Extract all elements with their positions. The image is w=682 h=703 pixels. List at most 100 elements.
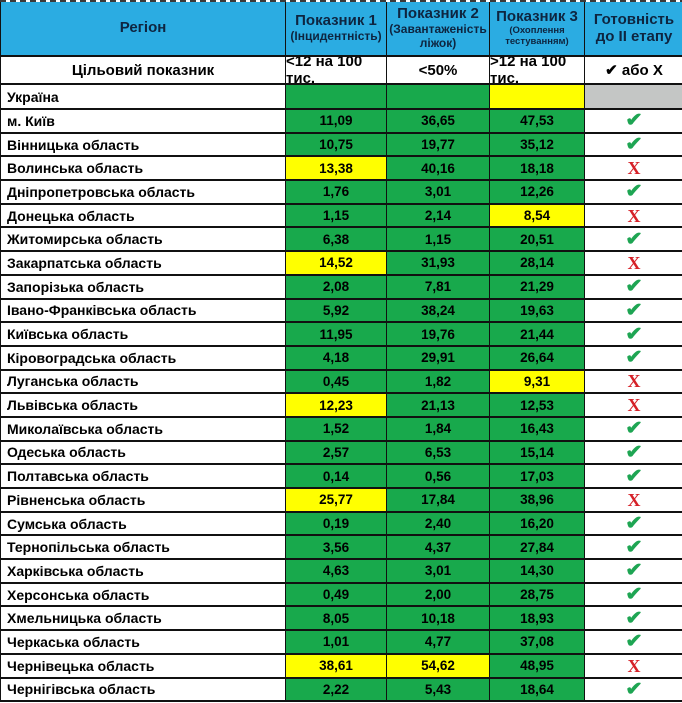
- readiness-status-cell[interactable]: ✔: [585, 275, 682, 298]
- readiness-status-cell[interactable]: ✔: [585, 346, 682, 369]
- indicator-value-cell[interactable]: 19,77: [387, 133, 490, 156]
- readiness-status-cell[interactable]: ✔: [585, 536, 682, 559]
- header-indicator2-cell[interactable]: Показник 2 (Завантаженість ліжок): [387, 1, 490, 55]
- indicator-value-cell[interactable]: 11,95: [286, 323, 387, 345]
- readiness-status-cell[interactable]: ✔: [585, 512, 682, 535]
- indicator-value-cell[interactable]: 15,14: [490, 441, 585, 464]
- indicator-value-cell[interactable]: 25,77: [286, 489, 387, 511]
- target-label-cell[interactable]: Цільовий показник: [1, 57, 286, 83]
- readiness-status-cell[interactable]: ✔: [585, 417, 682, 440]
- indicator-value-cell[interactable]: 54,62: [387, 654, 490, 677]
- readiness-status-cell[interactable]: ✔: [585, 299, 682, 322]
- indicator-value-cell[interactable]: 37,08: [490, 631, 585, 653]
- indicator-value-cell[interactable]: 9,31: [490, 370, 585, 393]
- readiness-status-cell[interactable]: X: [585, 394, 682, 416]
- readiness-status-cell[interactable]: ✔: [585, 583, 682, 606]
- readiness-status-cell[interactable]: ✔: [585, 465, 682, 487]
- target-indicator2-cell[interactable]: <50%: [387, 57, 490, 83]
- indicator-value-cell[interactable]: 26,64: [490, 346, 585, 369]
- indicator-value-cell[interactable]: 17,03: [490, 465, 585, 487]
- readiness-status-cell[interactable]: ✔: [585, 323, 682, 345]
- target-readiness-cell[interactable]: ✔ або Х: [585, 57, 682, 83]
- indicator-value-cell[interactable]: 1,76: [286, 181, 387, 203]
- readiness-status-cell[interactable]: ✔: [585, 560, 682, 582]
- indicator-value-cell[interactable]: 5,43: [387, 678, 490, 701]
- indicator-value-cell[interactable]: 19,76: [387, 323, 490, 345]
- indicator-value-cell[interactable]: 31,93: [387, 252, 490, 274]
- region-name-cell[interactable]: Київська область: [1, 323, 286, 345]
- indicator-value-cell[interactable]: 28,75: [490, 583, 585, 606]
- target-indicator1-cell[interactable]: <12 на 100 тис.: [286, 57, 387, 83]
- indicator-value-cell[interactable]: 16,43: [490, 417, 585, 440]
- indicator-value-cell[interactable]: 48,95: [490, 654, 585, 677]
- header-indicator3-cell[interactable]: Показник 3 (Охоплення тестуванням): [490, 1, 585, 55]
- indicator-value-cell[interactable]: 1,84: [387, 417, 490, 440]
- region-name-cell[interactable]: Дніпропетровська область: [1, 181, 286, 203]
- indicator-value-cell[interactable]: 0,56: [387, 465, 490, 487]
- indicator-value-cell[interactable]: 18,18: [490, 157, 585, 180]
- indicator-value-cell[interactable]: 1,15: [286, 204, 387, 227]
- indicator-value-cell[interactable]: 36,65: [387, 110, 490, 132]
- indicator-value-cell[interactable]: 27,84: [490, 536, 585, 559]
- region-name-cell[interactable]: Миколаївська область: [1, 417, 286, 440]
- indicator-value-cell[interactable]: 8,54: [490, 204, 585, 227]
- indicator-value-cell[interactable]: 13,38: [286, 157, 387, 180]
- region-name-cell[interactable]: Запорізька область: [1, 275, 286, 298]
- region-name-cell[interactable]: Житомирська область: [1, 228, 286, 251]
- indicator-value-cell[interactable]: 12,53: [490, 394, 585, 416]
- readiness-status-cell[interactable]: ✔: [585, 631, 682, 653]
- region-name-cell[interactable]: Тернопільська область: [1, 536, 286, 559]
- indicator-value-cell[interactable]: 28,14: [490, 252, 585, 274]
- indicator-value-cell[interactable]: 2,57: [286, 441, 387, 464]
- indicator-value-cell[interactable]: 7,81: [387, 275, 490, 298]
- indicator-value-cell[interactable]: 2,08: [286, 275, 387, 298]
- header-indicator1-cell[interactable]: Показник 1 (Інцидентність): [286, 1, 387, 55]
- region-name-cell[interactable]: Чернігівська область: [1, 678, 286, 701]
- indicator-value-cell[interactable]: 2,22: [286, 678, 387, 701]
- indicator-value-cell[interactable]: 17,84: [387, 489, 490, 511]
- region-name-cell[interactable]: Чернівецька область: [1, 654, 286, 677]
- header-region-cell[interactable]: Регіон: [1, 1, 286, 55]
- region-name-cell[interactable]: Хмельницька область: [1, 607, 286, 630]
- indicator-value-cell[interactable]: 6,53: [387, 441, 490, 464]
- indicator-value-cell[interactable]: 4,18: [286, 346, 387, 369]
- readiness-status-cell[interactable]: X: [585, 654, 682, 677]
- indicator-value-cell[interactable]: 2,14: [387, 204, 490, 227]
- indicator-value-cell[interactable]: 12,26: [490, 181, 585, 203]
- indicator-value-cell[interactable]: 35,12: [490, 133, 585, 156]
- indicator-value-cell[interactable]: 10,75: [286, 133, 387, 156]
- readiness-status-cell[interactable]: ✔: [585, 607, 682, 630]
- indicator-value-cell[interactable]: 4,77: [387, 631, 490, 653]
- readiness-status-cell[interactable]: X: [585, 157, 682, 180]
- region-name-cell[interactable]: Закарпатська область: [1, 252, 286, 274]
- indicator-value-cell[interactable]: 0,49: [286, 583, 387, 606]
- indicator-value-cell[interactable]: 14,52: [286, 252, 387, 274]
- indicator-value-cell[interactable]: 1,15: [387, 228, 490, 251]
- indicator-value-cell[interactable]: 20,51: [490, 228, 585, 251]
- indicator-value-cell[interactable]: 10,18: [387, 607, 490, 630]
- indicator-value-cell[interactable]: 8,05: [286, 607, 387, 630]
- indicator-value-cell[interactable]: 21,29: [490, 275, 585, 298]
- indicator-value-cell[interactable]: 2,40: [387, 512, 490, 535]
- readiness-status-cell[interactable]: X: [585, 204, 682, 227]
- region-name-cell[interactable]: Харківська область: [1, 560, 286, 582]
- indicator-value-cell[interactable]: 14,30: [490, 560, 585, 582]
- indicator-value-cell[interactable]: 12,23: [286, 394, 387, 416]
- region-name-cell[interactable]: Вінницька область: [1, 133, 286, 156]
- indicator-value-cell[interactable]: [490, 85, 585, 108]
- readiness-status-cell[interactable]: X: [585, 252, 682, 274]
- indicator-value-cell[interactable]: 40,16: [387, 157, 490, 180]
- indicator-value-cell[interactable]: 21,13: [387, 394, 490, 416]
- indicator-value-cell[interactable]: [387, 85, 490, 108]
- region-name-cell[interactable]: Україна: [1, 85, 286, 108]
- readiness-status-cell[interactable]: ✔: [585, 110, 682, 132]
- indicator-value-cell[interactable]: 0,19: [286, 512, 387, 535]
- indicator-value-cell[interactable]: 2,00: [387, 583, 490, 606]
- indicator-value-cell[interactable]: 11,09: [286, 110, 387, 132]
- indicator-value-cell[interactable]: 38,61: [286, 654, 387, 677]
- region-name-cell[interactable]: Херсонська область: [1, 583, 286, 606]
- region-name-cell[interactable]: м. Київ: [1, 110, 286, 132]
- region-name-cell[interactable]: Донецька область: [1, 204, 286, 227]
- region-name-cell[interactable]: Кіровоградська область: [1, 346, 286, 369]
- region-name-cell[interactable]: Черкаська область: [1, 631, 286, 653]
